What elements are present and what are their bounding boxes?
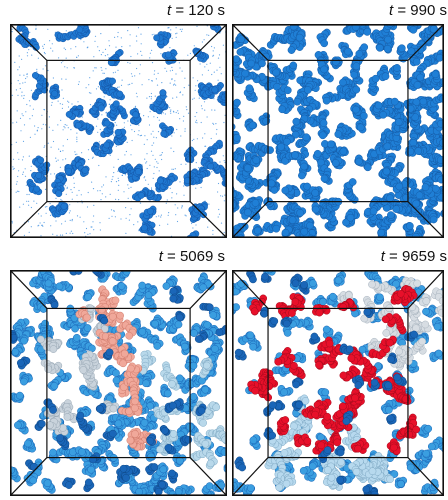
- box-frame: [10, 270, 227, 496]
- panel-t990: t = 990 s: [229, 2, 447, 242]
- box-frame: [232, 24, 444, 238]
- box-frame: [232, 270, 444, 496]
- box-frame: [10, 24, 227, 238]
- panel-label: t = 120 s: [167, 2, 225, 19]
- particle-clusters: [10, 270, 227, 496]
- panel-t5069: t = 5069 s: [4, 248, 227, 498]
- panel-t120: t = 120 s: [4, 2, 227, 242]
- panel-label: t = 990 s: [389, 2, 447, 19]
- simulation-box: [232, 270, 444, 496]
- particle-clusters: [10, 24, 227, 238]
- panel-label: t = 9659 s: [380, 248, 447, 265]
- particle-clusters: [232, 270, 444, 496]
- panel-t9659: t = 9659 s: [229, 248, 447, 498]
- panel-label: t = 5069 s: [158, 248, 225, 265]
- simulation-box: [10, 270, 227, 496]
- simulation-box: [10, 24, 227, 238]
- simulation-box: [232, 24, 444, 238]
